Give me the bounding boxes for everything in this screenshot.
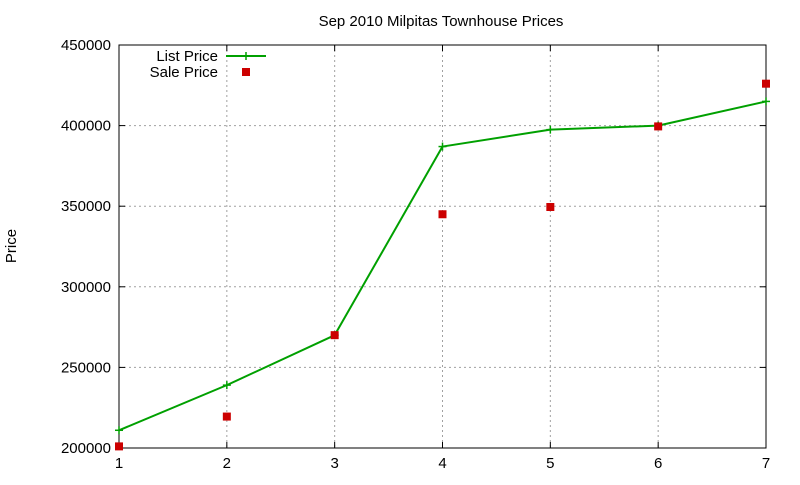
x-tick-label: 6 [654,455,662,472]
list-price-point [546,125,555,134]
series-layer [115,79,770,451]
sale-price-point [222,412,231,421]
y-tick-label: 450000 [61,37,111,54]
x-tick-label: 4 [438,455,446,472]
x-tick-label: 2 [223,455,231,472]
list-price-point [222,381,231,390]
y-tick-label: 400000 [61,118,111,135]
list-price-point [762,97,770,106]
x-tick-label: 7 [762,455,770,472]
y-tick-label: 300000 [61,279,111,296]
x-tick-label: 1 [115,455,123,472]
y-axis-label: Price [3,229,20,263]
list-price-point [115,426,123,435]
legend-label-list-price: List Price [156,48,218,65]
axis-ticks: 1 2 3 4 5 6 7 200000 250000 300000 350000 400000 450… [61,37,770,472]
sale-price-point [654,122,663,131]
y-tick-label: 200000 [61,440,111,457]
sale-price-point [546,203,555,212]
sale-price-point [115,442,123,451]
chart-title: Sep 2010 Milpitas Townhouse Prices [319,13,564,30]
legend-swatch-sale-price [242,68,250,76]
x-tick-label: 5 [546,455,554,472]
list-price-point [438,142,447,151]
y-tick-label: 350000 [61,198,111,215]
legend-label-sale-price: Sale Price [150,64,218,81]
sale-price-point [330,331,339,340]
y-tick-label: 250000 [61,359,111,376]
grid-lines [119,45,766,448]
sale-price-point [762,79,770,88]
sale-price-point [438,210,447,219]
x-tick-label: 3 [330,455,338,472]
